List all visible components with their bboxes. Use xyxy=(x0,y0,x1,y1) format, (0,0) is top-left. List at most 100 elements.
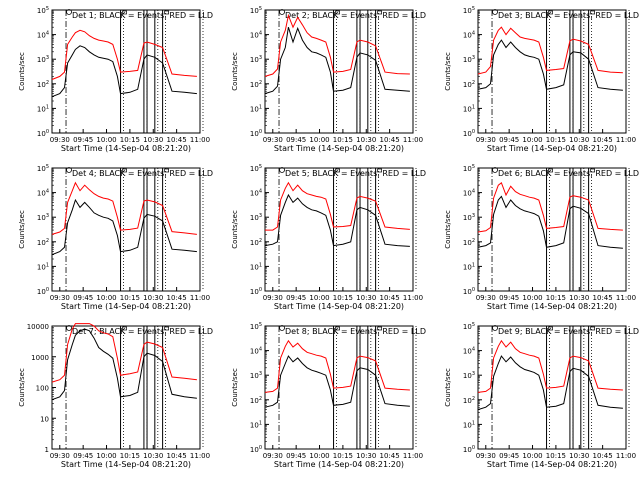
y-tick-label: 104 xyxy=(463,189,475,198)
y-tick-label: 105 xyxy=(463,6,475,15)
y-tick-label: 101 xyxy=(250,420,262,429)
detector-panel-7: Det 7; BLACK = Events, RED = LLD 1 10 100 10… xyxy=(18,323,213,469)
events-series-line xyxy=(477,195,623,249)
x-tick-label: 10:30 xyxy=(569,452,589,460)
x-tick-label: 11:00 xyxy=(403,136,423,144)
panel-title: Det 3; BLACK = Events, RED = LLD xyxy=(498,11,639,20)
x-tick-label: 09:45 xyxy=(286,294,306,302)
x-axis-label: Start Time (14-Sep-04 08:21:20) xyxy=(274,460,404,469)
detector-panel-3: Det 3; BLACK = Events, RED = LLD 100 101 10… xyxy=(444,6,639,153)
y-tick-label: 100 xyxy=(463,445,475,454)
y-tick-label: 100 xyxy=(37,129,49,138)
x-tick-label: 10:45 xyxy=(593,136,613,144)
x-tick-label: 10:30 xyxy=(569,294,589,302)
marker-circle xyxy=(492,9,498,15)
x-tick-label: 09:30 xyxy=(476,294,496,302)
x-tick-label: 10:00 xyxy=(309,136,329,144)
y-tick-label: 101 xyxy=(37,104,49,113)
panel-title: Det 4; BLACK = Events, RED = LLD xyxy=(72,169,213,178)
x-tick-label: 10:15 xyxy=(546,136,566,144)
x-tick-label: 09:45 xyxy=(73,294,93,302)
detector-panel-6: Det 6; BLACK = Events, RED = LLD 100 101 10… xyxy=(444,164,639,311)
marker-bracket xyxy=(335,168,340,173)
x-tick-label: 11:00 xyxy=(403,294,423,302)
x-tick-label: 10:45 xyxy=(593,294,613,302)
marker-bracket xyxy=(164,168,169,173)
x-tick-label: 09:45 xyxy=(499,452,519,460)
marker-bracket xyxy=(335,10,340,15)
y-tick-label: 1000 xyxy=(31,354,49,362)
y-tick-label: 102 xyxy=(250,396,262,405)
marker-bracket xyxy=(548,10,553,15)
plot-frame xyxy=(264,325,414,450)
plot-frame xyxy=(51,325,201,450)
y-tick-label: 105 xyxy=(37,6,49,15)
y-tick-label: 102 xyxy=(463,396,475,405)
y-tick-label: 100 xyxy=(463,129,475,138)
panel-title: Det 2; BLACK = Events, RED = LLD xyxy=(285,11,426,20)
x-axis-label: Start Time (14-Sep-04 08:21:20) xyxy=(487,460,617,469)
x-tick-label: 09:30 xyxy=(50,452,70,460)
plot-frame xyxy=(51,9,201,134)
marker-bracket xyxy=(377,326,382,331)
y-tick-label: 101 xyxy=(463,420,475,429)
y-tick-label: 103 xyxy=(250,371,262,380)
x-tick-label: 11:00 xyxy=(616,294,636,302)
x-tick-label: 10:00 xyxy=(96,294,116,302)
panel-title: Det 7; BLACK = Events, RED = LLD xyxy=(72,327,213,336)
y-tick-label: 104 xyxy=(250,189,262,198)
y-tick-label: 103 xyxy=(463,371,475,380)
plot-frame xyxy=(264,9,414,134)
y-tick-label: 100 xyxy=(36,385,49,393)
x-tick-label: 10:30 xyxy=(569,136,589,144)
events-series-line xyxy=(51,328,197,401)
x-tick-label: 09:30 xyxy=(50,136,70,144)
marker-circle xyxy=(66,325,72,331)
y-tick-label: 102 xyxy=(250,238,262,247)
x-tick-label: 10:15 xyxy=(120,294,140,302)
x-tick-label: 10:00 xyxy=(522,136,542,144)
plot-frame xyxy=(51,167,201,292)
y-axis-label: Counts/sec xyxy=(444,368,452,407)
x-axis-label: Start Time (14-Sep-04 08:21:20) xyxy=(487,144,617,153)
y-tick-label: 101 xyxy=(463,262,475,271)
y-tick-label: 104 xyxy=(463,31,475,40)
marker-bracket xyxy=(590,10,595,15)
x-tick-label: 09:45 xyxy=(499,136,519,144)
plot-frame xyxy=(477,325,627,450)
x-axis-label: Start Time (14-Sep-04 08:21:20) xyxy=(274,302,404,311)
marker-circle xyxy=(279,9,285,15)
y-tick-label: 103 xyxy=(37,55,49,64)
x-tick-label: 11:00 xyxy=(616,452,636,460)
y-tick-label: 103 xyxy=(37,213,49,222)
x-tick-label: 10:45 xyxy=(380,452,400,460)
lld-series-line xyxy=(51,29,197,80)
x-tick-label: 10:15 xyxy=(120,136,140,144)
marker-bracket xyxy=(122,10,127,15)
x-tick-label: 09:30 xyxy=(476,136,496,144)
marker-bracket xyxy=(164,10,169,15)
events-series-line xyxy=(264,193,410,247)
x-axis-label: Start Time (14-Sep-04 08:21:20) xyxy=(61,302,191,311)
x-tick-label: 10:45 xyxy=(167,136,187,144)
x-tick-label: 11:00 xyxy=(190,136,210,144)
y-tick-label: 100 xyxy=(463,287,475,296)
x-tick-label: 09:45 xyxy=(73,136,93,144)
plot-frame xyxy=(264,167,414,292)
y-axis-label: Counts/sec xyxy=(444,210,452,249)
y-tick-label: 104 xyxy=(37,189,49,198)
marker-bracket xyxy=(548,326,553,331)
marker-bracket xyxy=(590,326,595,331)
lld-series-line xyxy=(264,13,410,77)
x-tick-label: 10:00 xyxy=(522,294,542,302)
y-tick-label: 100 xyxy=(250,445,262,454)
y-tick-label: 100 xyxy=(250,287,262,296)
y-tick-label: 101 xyxy=(250,262,262,271)
panel-title: Det 8; BLACK = Events, RED = LLD xyxy=(285,327,426,336)
x-tick-label: 10:45 xyxy=(167,452,187,460)
y-tick-label: 105 xyxy=(250,322,262,331)
y-axis-label: Counts/sec xyxy=(231,368,239,407)
lld-series-line xyxy=(51,323,197,383)
y-tick-label: 101 xyxy=(37,262,49,271)
x-tick-label: 10:30 xyxy=(143,136,163,144)
